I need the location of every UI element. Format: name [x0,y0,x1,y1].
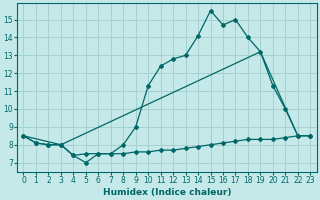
X-axis label: Humidex (Indice chaleur): Humidex (Indice chaleur) [103,188,231,197]
